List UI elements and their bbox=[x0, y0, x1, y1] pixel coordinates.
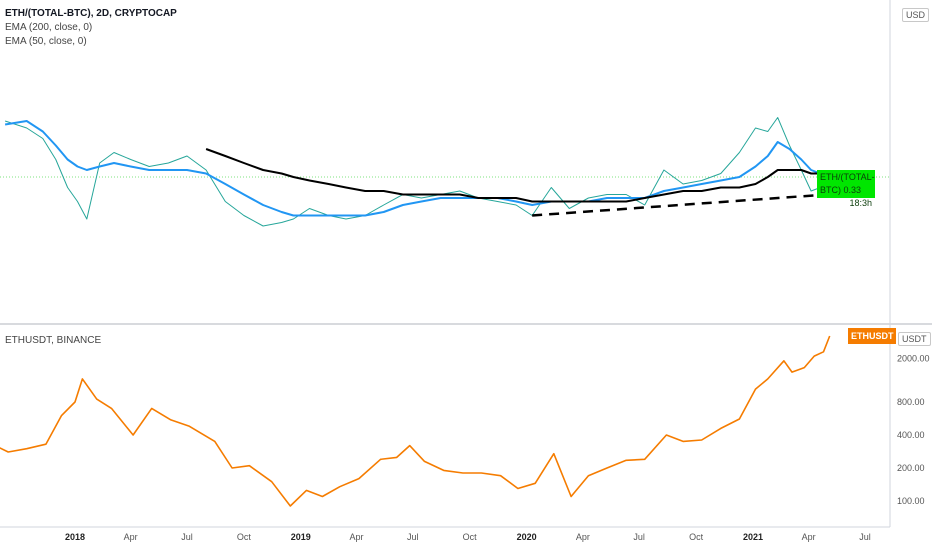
upper-series-line-0[interactable] bbox=[4, 117, 828, 227]
y-tick-label: 400.00 bbox=[897, 430, 925, 440]
upper-price-tag-label: ETH/(TOTAL-BTC) bbox=[820, 172, 875, 195]
y-tick-label: 200.00 bbox=[897, 463, 925, 473]
x-tick-label: 2021 bbox=[743, 532, 763, 542]
upper-series-line-1[interactable] bbox=[4, 120, 828, 217]
x-tick-label: Apr bbox=[349, 532, 363, 542]
support-trendline-0[interactable] bbox=[532, 193, 828, 217]
x-tick-label: 2020 bbox=[517, 532, 537, 542]
lower-pane-plot[interactable] bbox=[0, 335, 831, 507]
lower-price-tag: ETHUSDT bbox=[848, 328, 896, 344]
x-tick-label: 2019 bbox=[291, 532, 311, 542]
x-tick-label: Apr bbox=[124, 532, 138, 542]
upper-price-tag-value: 0.33 bbox=[843, 185, 862, 195]
x-tick-label: 2018 bbox=[65, 532, 85, 542]
y-tick-label: 100.00 bbox=[897, 496, 925, 506]
upper-chart-title[interactable]: ETH/(TOTAL-BTC), 2D, CRYPTOCAP bbox=[5, 8, 177, 19]
upper-series-line-2[interactable] bbox=[205, 148, 828, 203]
upper-pane-plot[interactable] bbox=[4, 117, 843, 227]
ethusdt-series-line[interactable] bbox=[0, 335, 831, 507]
usdt-currency-badge[interactable]: USDT bbox=[898, 332, 931, 346]
x-tick-label: Jul bbox=[181, 532, 193, 542]
upper-price-tag: ETH/(TOTAL-BTC) 0.33 18:3h bbox=[817, 170, 875, 208]
x-tick-label: Oct bbox=[237, 532, 252, 542]
x-tick-label: Oct bbox=[689, 532, 704, 542]
usd-currency-badge[interactable]: USD bbox=[902, 8, 930, 22]
x-tick-label: Jul bbox=[859, 532, 871, 542]
upper-legend: ETH/(TOTAL-BTC), 2D, CRYPTOCAP EMA (200,… bbox=[5, 7, 177, 49]
lower-chart-title[interactable]: ETHUSDT, BINANCE bbox=[5, 335, 102, 346]
x-tick-label: Jul bbox=[633, 532, 645, 542]
x-tick-label: Apr bbox=[576, 532, 590, 542]
x-tick-label: Oct bbox=[463, 532, 478, 542]
y-tick-label: 2000.00 bbox=[897, 353, 930, 363]
lower-price-axis[interactable]: 100.00 200.00 400.00 800.00 2000.00 bbox=[897, 353, 930, 506]
y-tick-label: 800.00 bbox=[897, 397, 925, 407]
upper-price-tag-time: 18:3h bbox=[849, 198, 872, 208]
ema-50-label[interactable]: EMA (50, close, 0) bbox=[5, 36, 87, 47]
x-tick-label: Apr bbox=[802, 532, 816, 542]
x-tick-label: Jul bbox=[407, 532, 419, 542]
time-axis[interactable]: 2018 Apr Jul Oct 2019 Apr Jul Oct 2020 Apr Jul Oct 2… bbox=[65, 532, 871, 542]
ema-200-label[interactable]: EMA (200, close, 0) bbox=[5, 22, 93, 33]
